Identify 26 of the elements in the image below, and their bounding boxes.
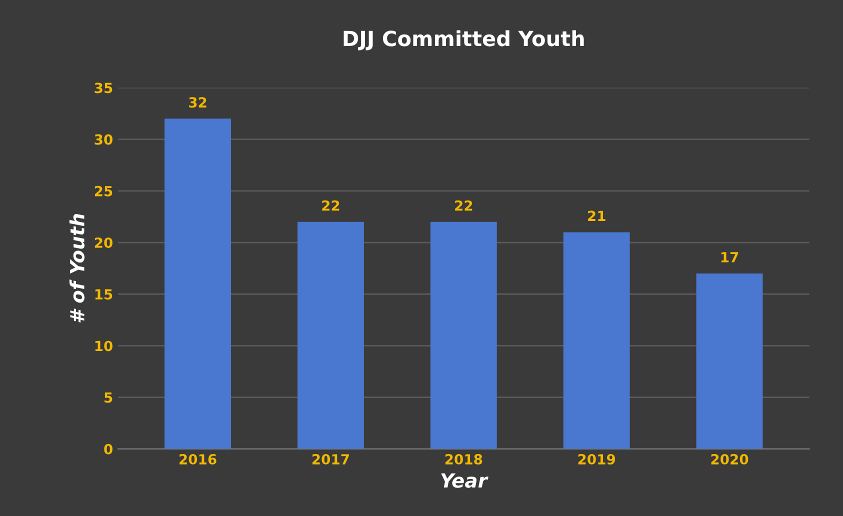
- x-tick-label: 2019: [578, 454, 616, 465]
- y-tick-label: 0: [104, 444, 112, 454]
- y-axis-title: # of Youth: [69, 214, 85, 322]
- data-label: 32: [189, 97, 206, 108]
- y-tick-label: 35: [94, 82, 112, 94]
- y-tick-label: 5: [104, 392, 112, 403]
- y-tick-label: 15: [95, 289, 112, 300]
- data-label: 22: [455, 200, 472, 211]
- bar: [164, 118, 232, 449]
- bar: [430, 222, 497, 449]
- data-label: 22: [322, 200, 340, 211]
- bar: [297, 222, 364, 449]
- data-label: 21: [588, 210, 606, 221]
- y-tick-label: 10: [95, 340, 112, 352]
- x-tick-label: 2018: [445, 454, 482, 465]
- y-tick-label: 30: [94, 134, 112, 145]
- x-tick-label: 2016: [180, 454, 216, 465]
- y-tick-label: 20: [94, 237, 112, 248]
- x-axis-title: Year: [441, 473, 488, 488]
- bar: [696, 273, 763, 449]
- x-tick-label: 2020: [711, 454, 748, 465]
- y-tick-label: 25: [94, 186, 112, 196]
- x-tick-label: 2017: [312, 454, 349, 465]
- bar: [563, 232, 630, 449]
- chart-title: DJJ Committed Youth: [344, 30, 584, 50]
- data-label: 17: [721, 252, 738, 262]
